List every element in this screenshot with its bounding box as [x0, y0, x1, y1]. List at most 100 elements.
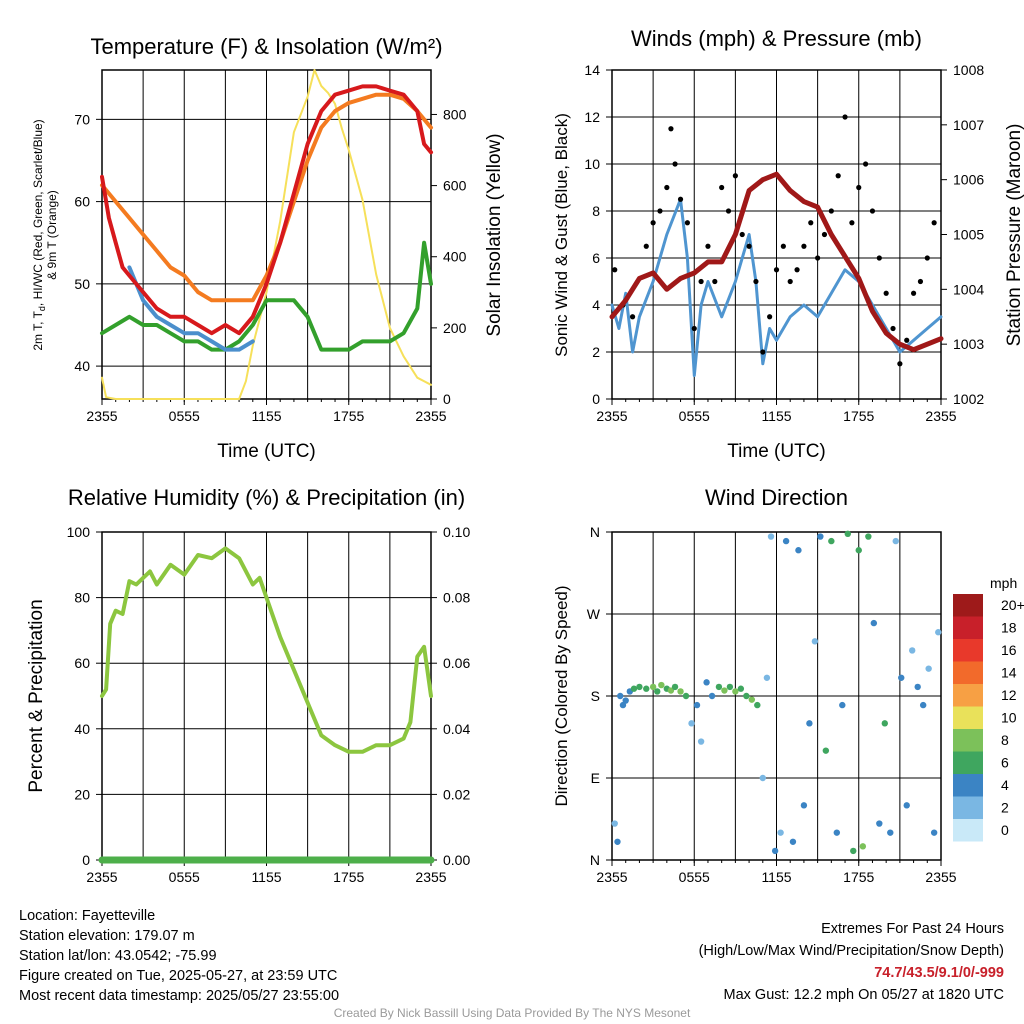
y-tick-label: 70 — [74, 111, 90, 127]
max-gust-text: Max Gust: 12.2 mph On 05/27 at 1820 UTC — [723, 987, 1004, 1003]
y-axis-label: 2m T, Td, HI/WC (Red, Green, Scarlet/Blu… — [31, 119, 59, 350]
colorbar-swatch — [953, 796, 983, 819]
extremes-title: Extremes For Past 24 Hours — [821, 921, 1004, 937]
y2-tick-label: 0.06 — [443, 655, 470, 671]
gust-point — [732, 173, 738, 179]
created-text: Figure created on Tue, 2025-05-27, at 23… — [19, 968, 338, 984]
gust-point — [668, 126, 674, 132]
gust-point — [612, 267, 618, 273]
extremes-subtitle: (High/Low/Max Wind/Precipitation/Snow De… — [698, 943, 1004, 959]
x-tick-label: 0555 — [169, 408, 200, 424]
direction-point — [865, 533, 872, 540]
direction-point — [649, 683, 657, 691]
direction-point — [658, 681, 665, 689]
y-tick-label: 20 — [74, 786, 90, 802]
colorbar-swatch — [953, 706, 983, 729]
direction-point — [914, 683, 921, 691]
gust-point — [760, 349, 766, 355]
gust-point — [657, 208, 663, 214]
chart-title: Winds (mph) & Pressure (mb) — [631, 26, 922, 51]
y-tick-label: S — [591, 688, 600, 704]
y2-tick-label: 1003 — [953, 336, 984, 352]
direction-point — [782, 537, 790, 545]
direction-point — [850, 847, 857, 855]
x-tick-label: 1155 — [761, 869, 791, 885]
y-axis-label-subscript: d — [37, 306, 47, 311]
y2-tick-label: 0.08 — [443, 590, 470, 606]
x-tick-label: 2355 — [86, 408, 117, 424]
direction-point — [789, 838, 797, 845]
y-tick-label: N — [590, 524, 600, 540]
gust-point — [821, 231, 828, 238]
colorbar-label: 18 — [1001, 620, 1017, 636]
colorbar-label: 4 — [1001, 777, 1009, 793]
temperature-insolation-panel: 2355 0555 1155 1755 2355 40 50 60 70 0 200 400 600 80… — [31, 34, 505, 462]
direction-point — [643, 685, 650, 692]
gust-point — [897, 361, 903, 367]
gust-point — [849, 220, 855, 226]
winds-pressure-panel: 2355 0555 1155 1755 235502468101214100210031… — [552, 26, 1024, 462]
x-tick-label: 2355 — [415, 869, 446, 885]
direction-point — [667, 687, 675, 694]
direction-point — [800, 802, 808, 809]
insolation-line — [101, 69, 432, 400]
y2-tick-label: 0 — [443, 391, 451, 407]
direction-point — [887, 829, 894, 836]
gust-point — [876, 255, 882, 261]
gust-point — [856, 184, 862, 191]
colorbar-swatch — [953, 751, 983, 774]
x-tick-label: 1755 — [843, 869, 874, 885]
y2-tick-label: 1002 — [953, 391, 984, 407]
direction-point — [748, 696, 756, 703]
y2-tick-label: 1005 — [953, 227, 984, 243]
gust-point — [828, 208, 834, 214]
y-tick-label: E — [591, 770, 600, 786]
direction-point — [806, 720, 813, 727]
gust-point — [904, 337, 910, 343]
direction-point — [930, 829, 938, 836]
gust-point — [719, 184, 725, 191]
direction-point — [617, 692, 624, 700]
y2-tick-label: 0.02 — [443, 786, 470, 802]
y2-tick-label: 800 — [443, 106, 467, 122]
y-tick-label: 0 — [592, 391, 600, 407]
x-tick-label: 1155 — [251, 869, 281, 885]
y2-tick-label: 1006 — [953, 172, 984, 188]
direction-point — [767, 533, 775, 540]
gust-point — [883, 290, 889, 296]
y-tick-label: 4 — [592, 297, 600, 313]
direction-point — [903, 802, 910, 809]
gust-point — [801, 243, 807, 249]
y2-tick-label: 0.04 — [443, 721, 470, 737]
x-axis-label: Time (UTC) — [727, 441, 826, 462]
gust-point — [780, 243, 786, 249]
chart-title: Temperature (F) & Insolation (W/m²) — [90, 34, 442, 59]
x-axis-label: Time (UTC) — [217, 441, 316, 462]
direction-point — [855, 547, 862, 554]
x-tick-label: 0555 — [169, 869, 200, 885]
gust-point — [705, 243, 711, 249]
x-tick-label: 1155 — [251, 408, 281, 424]
direction-point — [688, 720, 695, 727]
direction-point — [721, 687, 728, 694]
extremes-info: Extremes For Past 24 Hours (High/Low/Max… — [699, 918, 1004, 1006]
direction-point — [811, 638, 819, 645]
y-tick-label: W — [587, 606, 601, 622]
direction-point — [654, 688, 661, 695]
colorbar-label: 6 — [1001, 755, 1009, 771]
gust-point — [863, 161, 869, 167]
x-tick-label: 2355 — [596, 869, 627, 885]
direction-point — [833, 829, 841, 836]
gust-point — [767, 314, 773, 320]
gust-point — [650, 220, 656, 226]
gust-point — [725, 208, 732, 214]
y-tick-label: 2 — [592, 344, 600, 360]
y-axis-label-part: 2m T, T — [31, 310, 45, 350]
location-text: Location: Fayetteville — [19, 908, 156, 924]
y2-tick-label: 0.00 — [443, 852, 470, 868]
x-tick-label: 1755 — [333, 869, 364, 885]
colorbar-swatch — [953, 594, 983, 617]
y-tick-label: 80 — [74, 590, 90, 606]
gust-point — [890, 325, 896, 332]
